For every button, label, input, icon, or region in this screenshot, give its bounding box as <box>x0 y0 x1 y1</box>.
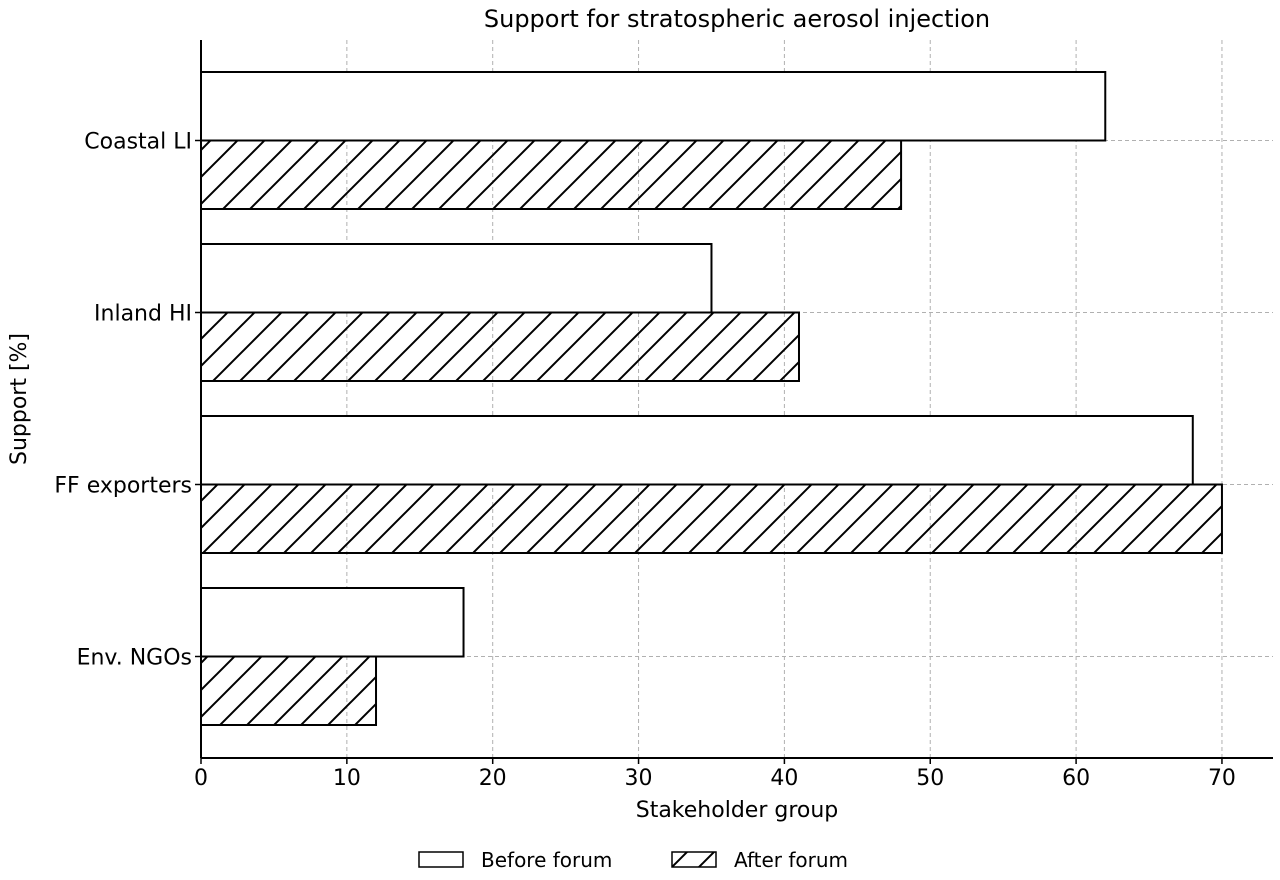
bar-after <box>200 655 378 726</box>
x-tick-label: 70 <box>1208 766 1236 791</box>
legend-swatch-before <box>418 851 464 868</box>
bar-after <box>200 483 1223 554</box>
y-tick-label: Env. NGOs <box>77 646 192 671</box>
x-tick-label: 60 <box>1062 766 1090 791</box>
bars-layer <box>200 71 1223 726</box>
x-tick-label: 0 <box>194 766 208 791</box>
x-tick-label: 20 <box>479 766 507 791</box>
x-tick-label: 10 <box>333 766 361 791</box>
legend-swatch-after <box>671 851 717 868</box>
bar-after <box>200 139 903 210</box>
ticks-layer: 0 10 20 30 40 50 60 70 Coastal LI Inland HI FF exp… <box>54 130 1236 792</box>
x-tick-label: 30 <box>625 766 653 791</box>
y-tick-label: Inland HI <box>94 302 192 327</box>
legend: Before forum After forum <box>418 848 848 872</box>
legend-label-before: Before forum <box>481 848 612 872</box>
y-tick-label: FF exporters <box>54 474 192 499</box>
bar-before <box>200 71 1107 142</box>
bar-before <box>200 587 465 658</box>
x-axis-label: Stakeholder group <box>636 798 839 823</box>
x-tick-label: 50 <box>916 766 944 791</box>
x-tick-label: 40 <box>770 766 798 791</box>
legend-label-after: After forum <box>734 848 848 872</box>
bar-after <box>200 311 800 382</box>
bar-before <box>200 415 1194 486</box>
chart-title: Support for stratospheric aerosol inject… <box>484 5 990 33</box>
y-axis-label: Support [%] <box>7 333 32 465</box>
bar-before <box>200 243 713 314</box>
y-tick-label: Coastal LI <box>84 130 192 155</box>
